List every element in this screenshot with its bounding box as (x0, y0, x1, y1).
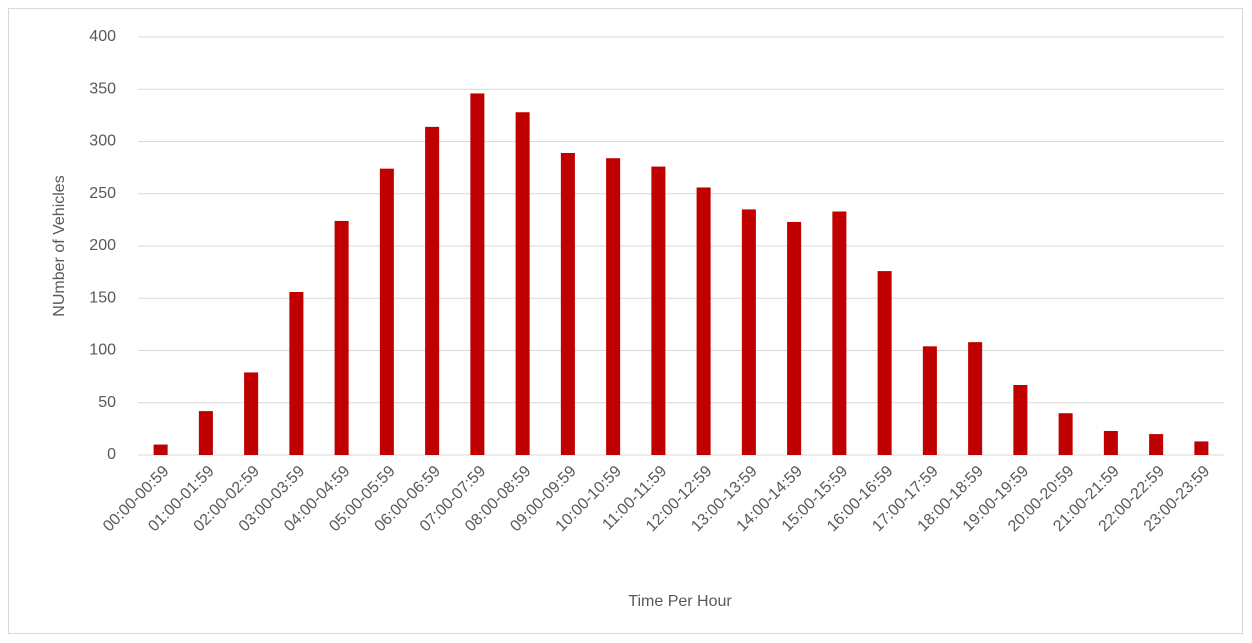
bar (244, 372, 259, 455)
bar (968, 342, 983, 455)
bar (470, 93, 485, 456)
bar (1058, 413, 1073, 455)
bar (696, 187, 711, 456)
y-axis-title: NUmber of Vehicles (51, 175, 68, 316)
y-tick-label: 350 (89, 80, 116, 97)
bar (198, 411, 213, 455)
bar (877, 271, 892, 455)
y-tick-label: 50 (98, 394, 116, 411)
bar (922, 346, 937, 455)
bar (1103, 430, 1118, 455)
bar (289, 291, 304, 455)
y-tick-label: 250 (89, 185, 116, 202)
y-tick-label: 400 (89, 28, 116, 45)
y-tick-label: 0 (107, 446, 116, 463)
bar (334, 220, 349, 455)
x-axis-title: Time Per Hour (628, 593, 732, 610)
bar (1013, 384, 1028, 455)
y-tick-label: 100 (89, 342, 116, 359)
bar (1149, 434, 1164, 455)
bar (379, 168, 394, 456)
bar (832, 211, 847, 455)
y-tick-label: 200 (89, 237, 116, 254)
bar (651, 166, 666, 455)
y-tick-label: 300 (89, 133, 116, 150)
bar (606, 158, 621, 455)
y-tick-label: 150 (89, 289, 116, 306)
chart-border (8, 8, 1243, 634)
bar (560, 152, 575, 455)
bar (425, 126, 440, 456)
bar (787, 221, 802, 455)
bar (153, 444, 168, 455)
bar (741, 209, 756, 455)
bar (1194, 441, 1209, 455)
bar (515, 112, 530, 456)
